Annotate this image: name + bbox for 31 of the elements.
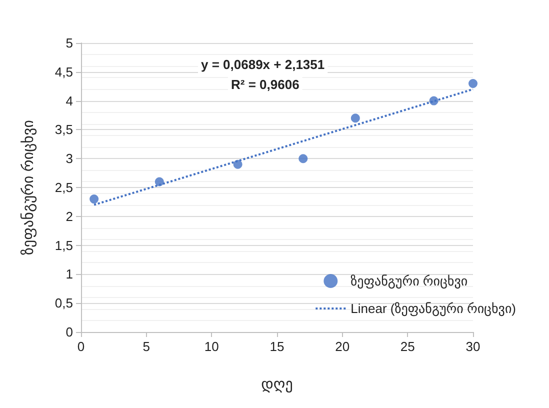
y-tick-label: 4 (66, 93, 73, 108)
point (154, 177, 164, 186)
y-tick-label: 3 (66, 151, 73, 166)
point (468, 78, 478, 88)
y-axis-title: ზეფანგური რიცხვი (20, 120, 37, 255)
point (90, 194, 99, 204)
x-tick-label: 15 (270, 339, 284, 354)
y-tick-label: 2 (66, 208, 73, 224)
y-tick-label: 4,5 (54, 64, 73, 80)
x-tick-label: 30 (466, 339, 480, 354)
point (429, 96, 438, 106)
point (298, 154, 308, 164)
y-tick-label: 1,5 (54, 238, 73, 253)
point (233, 160, 242, 169)
x-tick-label: 0 (77, 339, 85, 354)
x-axis-title: დღე (261, 376, 293, 393)
y-tick-label: 1 (66, 266, 73, 282)
annotation: R² = 0,9606 (231, 77, 300, 92)
x-tick-label: 25 (400, 339, 415, 354)
legend-label: ზეფანგური რიცხვი (350, 274, 468, 290)
point (350, 114, 360, 123)
y-tick-label: 5 (66, 36, 73, 50)
legend-label: Linear (ზეფანგური რიცხვი) (350, 301, 516, 317)
x-tick-label: 5 (142, 339, 150, 354)
x-tick-label: 20 (335, 339, 350, 354)
y-tick-label: 0,5 (54, 296, 73, 311)
y-tick-label: 2,5 (54, 180, 73, 195)
annotation: y = 0,0689x + 2,1351 (201, 57, 325, 72)
x-tick-label: 10 (204, 339, 219, 354)
y-tick-label: 0 (66, 324, 73, 340)
y-tick-label: 3,5 (54, 122, 73, 138)
